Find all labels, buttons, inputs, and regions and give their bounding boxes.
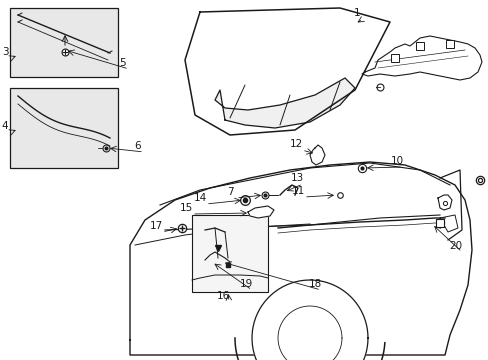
Polygon shape	[309, 145, 325, 165]
Text: 3: 3	[1, 47, 8, 57]
Bar	[415, 42, 423, 50]
Text: 10: 10	[389, 156, 403, 166]
Polygon shape	[439, 215, 457, 232]
Polygon shape	[184, 8, 389, 135]
Text: 6: 6	[134, 141, 141, 151]
Polygon shape	[251, 280, 367, 360]
Bar	[10, 8, 118, 77]
Bar	[445, 40, 453, 48]
Text: 11: 11	[291, 186, 304, 196]
Polygon shape	[215, 78, 354, 128]
Text: 16: 16	[216, 291, 229, 301]
Text: 18: 18	[308, 279, 321, 289]
Polygon shape	[247, 206, 273, 218]
Polygon shape	[130, 162, 471, 355]
Text: 15: 15	[179, 203, 192, 213]
Text: 20: 20	[448, 241, 462, 251]
Text: 13: 13	[290, 173, 303, 183]
Text: 12: 12	[289, 139, 302, 149]
Text: 1: 1	[353, 8, 360, 18]
Bar	[390, 54, 398, 62]
Bar	[10, 88, 118, 168]
Text: 14: 14	[193, 193, 206, 203]
Text: 4: 4	[1, 121, 8, 131]
Bar	[192, 215, 267, 292]
Polygon shape	[361, 36, 481, 80]
Text: 7: 7	[226, 187, 233, 197]
Text: 5: 5	[120, 58, 126, 68]
Polygon shape	[437, 195, 451, 210]
Text: 19: 19	[239, 279, 252, 289]
Text: 17: 17	[149, 221, 163, 231]
